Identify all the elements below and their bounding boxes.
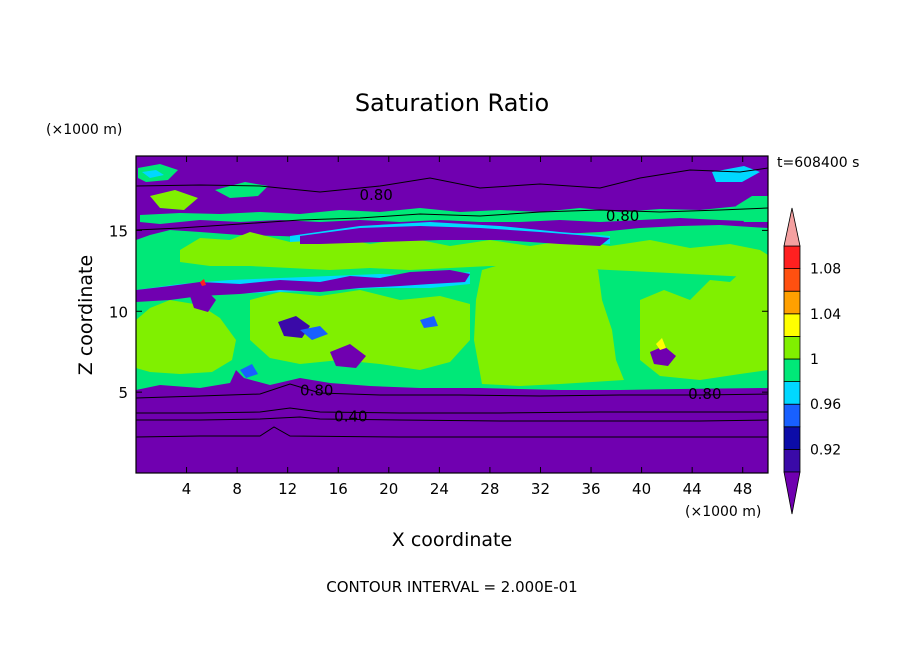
colorbar-swatch bbox=[783, 403, 801, 428]
colorbar-under-arrow bbox=[783, 471, 801, 515]
colorbar-label: 1.04 bbox=[810, 307, 841, 323]
contour-line-lower-3 bbox=[136, 416, 768, 422]
x-tick-label: 44 bbox=[683, 480, 702, 498]
colorbar-swatch bbox=[783, 426, 801, 450]
colorbar-swatch bbox=[783, 448, 801, 473]
field-region-lime-large bbox=[474, 258, 624, 386]
field-region-top-patch-2 bbox=[142, 170, 164, 178]
y-tick-label: 5 bbox=[118, 384, 128, 402]
x-tick-label: 16 bbox=[329, 480, 348, 498]
field-region-lime-mid bbox=[250, 290, 470, 370]
colorbar-swatch bbox=[783, 290, 801, 315]
colorbar-over-arrow bbox=[783, 207, 801, 247]
colorbar: 0.92 0.96 1 1.04 1.08 bbox=[783, 207, 841, 515]
x-tick-label: 32 bbox=[531, 480, 550, 498]
plot-area bbox=[136, 156, 768, 473]
field-region-lime-top-left bbox=[150, 190, 198, 210]
colorbar-swatch bbox=[783, 335, 801, 360]
contour-interval-footer: CONTOUR INTERVAL = 2.000E-01 bbox=[326, 578, 577, 596]
contour-label: 0.40 bbox=[334, 407, 367, 425]
x-tick-label: 24 bbox=[430, 480, 449, 498]
y-tick-label: 15 bbox=[109, 222, 128, 240]
field-region-lime-left bbox=[136, 300, 236, 374]
colorbar-label: 1.08 bbox=[810, 262, 841, 278]
contour-line-lower-4 bbox=[136, 426, 768, 438]
field-region-dry-blob-2 bbox=[330, 344, 366, 368]
y-axis-label: Z coordinate bbox=[75, 255, 97, 375]
colorbar-swatch bbox=[783, 358, 801, 383]
contour-line-lower-1 bbox=[136, 383, 768, 399]
field-region-dry-blob-3 bbox=[650, 346, 676, 366]
x-tick-label: 36 bbox=[581, 480, 600, 498]
chart-title: Saturation Ratio bbox=[355, 89, 549, 117]
x-tick-label: 8 bbox=[232, 480, 242, 498]
field-region-red-accent bbox=[200, 279, 206, 286]
contour-line-upper-1 bbox=[136, 167, 768, 193]
y-unit-label: (×1000 m) bbox=[46, 122, 122, 138]
y-tick-label: 10 bbox=[109, 303, 128, 321]
contour-line-upper-2 bbox=[136, 207, 768, 231]
x-tick-label: 12 bbox=[278, 480, 297, 498]
colorbar-swatch bbox=[783, 381, 801, 405]
field-region-green-upper bbox=[140, 205, 768, 224]
contour-label: 0.80 bbox=[300, 382, 333, 400]
field-region-yellow-accent bbox=[656, 338, 666, 350]
x-axis-ticks: 4 8 12 16 20 24 28 32 36 40 44 48 bbox=[182, 156, 752, 498]
field-region-lime-right bbox=[640, 258, 768, 380]
colorbar-swatch bbox=[783, 313, 801, 337]
colorbar-swatch bbox=[783, 268, 801, 292]
contour-labels: 0.800.800.80 0.800.40 bbox=[300, 186, 721, 426]
contour-line-lower-2 bbox=[136, 407, 768, 414]
field-region-dry-band-mid bbox=[136, 270, 470, 302]
x-unit-label: (×1000 m) bbox=[685, 504, 761, 520]
x-tick-label: 20 bbox=[379, 480, 398, 498]
field-region-dry-blob-1 bbox=[278, 316, 310, 338]
x-tick-label: 28 bbox=[480, 480, 499, 498]
colorbar-label: 0.96 bbox=[810, 397, 841, 413]
x-tick-label: 48 bbox=[733, 480, 752, 498]
time-label: t=608400 s bbox=[777, 155, 859, 171]
y-axis-ticks: 5 10 15 bbox=[109, 222, 768, 402]
x-axis-label: X coordinate bbox=[392, 529, 512, 551]
contour-label: 0.80 bbox=[606, 207, 639, 225]
x-tick-label: 40 bbox=[632, 480, 651, 498]
colorbar-label: 0.92 bbox=[810, 442, 841, 458]
field-region-dry-band-upper bbox=[300, 226, 610, 246]
field-region-dry-blob-4 bbox=[190, 290, 216, 312]
contour-label: 0.80 bbox=[688, 385, 721, 403]
colorbar-label: 1 bbox=[810, 352, 819, 368]
plot-frame bbox=[135, 155, 769, 474]
x-tick-label: 4 bbox=[182, 480, 192, 498]
colorbar-swatch bbox=[783, 245, 801, 270]
contour-label: 0.80 bbox=[359, 186, 392, 204]
field-region-top-patch-4 bbox=[712, 166, 760, 182]
